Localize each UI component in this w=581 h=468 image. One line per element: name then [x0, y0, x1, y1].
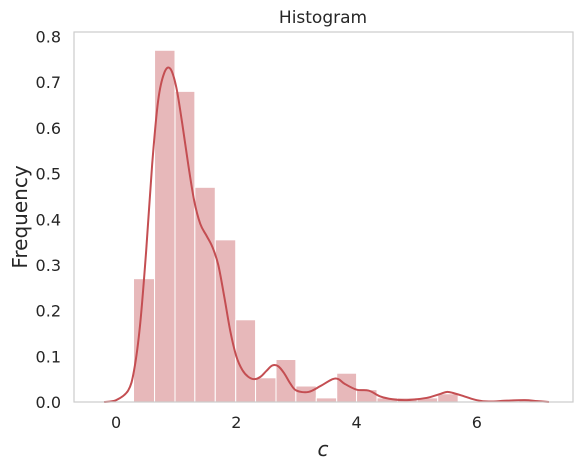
plot-area-frame	[73, 31, 574, 403]
y-tick-label: 0.7	[36, 73, 61, 92]
y-tick-label: 0.5	[36, 165, 61, 184]
y-tick-label: 0.4	[36, 210, 61, 229]
kde-layer	[103, 66, 550, 403]
histogram-bar-9	[315, 397, 338, 403]
y-tick-label: 0.6	[36, 119, 61, 138]
x-tick-label: 0	[111, 413, 121, 432]
bars-layer	[133, 49, 540, 403]
histogram-bar-0	[133, 278, 156, 403]
x-tick-label: 4	[351, 413, 361, 432]
histogram-bar-11	[356, 389, 378, 403]
y-tick-label: 0.1	[36, 347, 61, 366]
y-axis-title: Frequency	[8, 165, 32, 268]
x-tick-label: 2	[231, 413, 241, 432]
y-tick-label: 0.2	[36, 302, 61, 321]
x-axis-ticks: 0 2 4 6	[111, 413, 482, 432]
chart-title: Histogram	[279, 8, 367, 28]
y-tick-label: 0.8	[36, 28, 61, 47]
y-axis-ticks: 0.0 0.1 0.2 0.3 0.4 0.5 0.6 0.7 0.8	[36, 28, 61, 412]
x-tick-label: 6	[472, 413, 482, 432]
histogram-bar-8	[295, 385, 317, 403]
kde-density-line	[103, 66, 550, 403]
y-tick-label: 0.0	[36, 393, 61, 412]
histogram-bar-15	[437, 393, 459, 403]
x-axis-title: c	[318, 437, 329, 461]
y-tick-label: 0.3	[36, 256, 61, 275]
histogram-bar-6	[255, 377, 277, 403]
